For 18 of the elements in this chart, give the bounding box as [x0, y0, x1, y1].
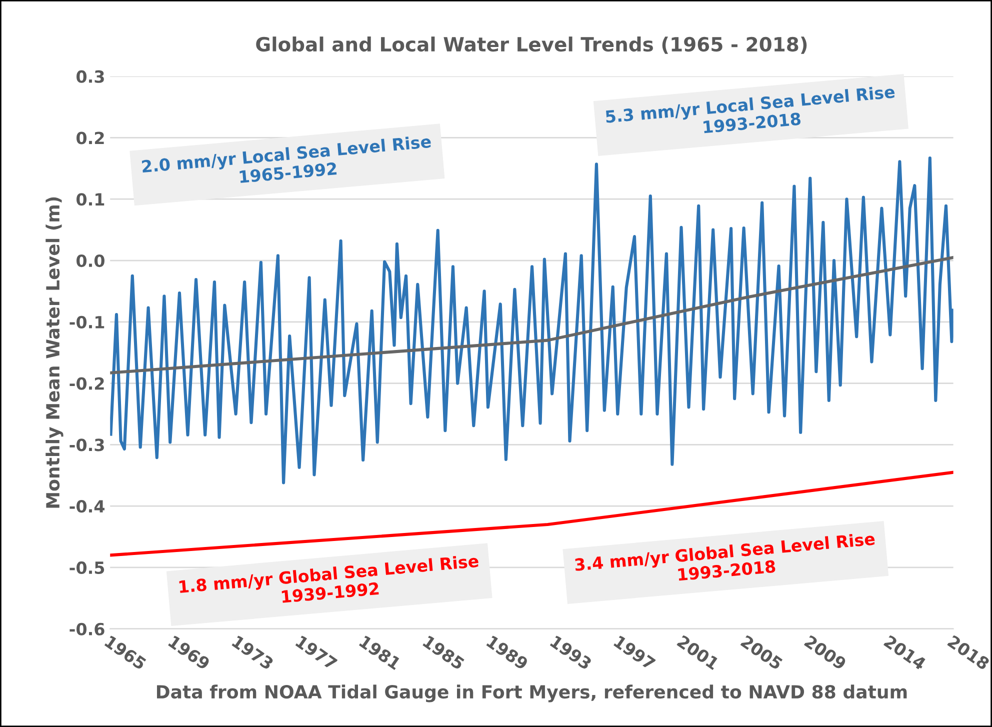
- y-tick-label: 0.0: [76, 254, 104, 268]
- y-tick-label: -0.4: [70, 500, 104, 513]
- annotation: 3.4 mm/yr Global Sea Level Rise 1993-2018: [574, 532, 876, 581]
- chart-title: Global and Local Water Level Trends (1965 - 2018): [256, 36, 807, 54]
- y-tick-label: -0.5: [70, 561, 104, 574]
- y-tick-label: 0.3: [76, 70, 104, 83]
- annotation: 1.8 mm/yr Global Sea Level Rise 1939-1992: [179, 554, 480, 604]
- y-tick-label: -0.2: [70, 377, 104, 390]
- annotation: 2.0 mm/yr Local Sea Level Rise 1965-1992: [142, 134, 432, 184]
- y-tick-label: 0.1: [76, 193, 104, 206]
- y-tick-label: -0.1: [70, 316, 104, 328]
- y-tick-label: 0.2: [76, 132, 104, 144]
- y-axis-title: Monthly Mean Water Level (m): [46, 197, 64, 508]
- x-axis-title: Data from NOAA Tidal Gauge in Fort Myers, referenced to NAVD 88 datum: [156, 684, 907, 702]
- line-series: [110, 256, 954, 374]
- y-tick-label: -0.3: [70, 438, 104, 452]
- annotation: 5.3 mm/yr Local Sea Level Rise 1993-2018: [606, 84, 896, 134]
- y-tick-label: -0.6: [70, 622, 104, 636]
